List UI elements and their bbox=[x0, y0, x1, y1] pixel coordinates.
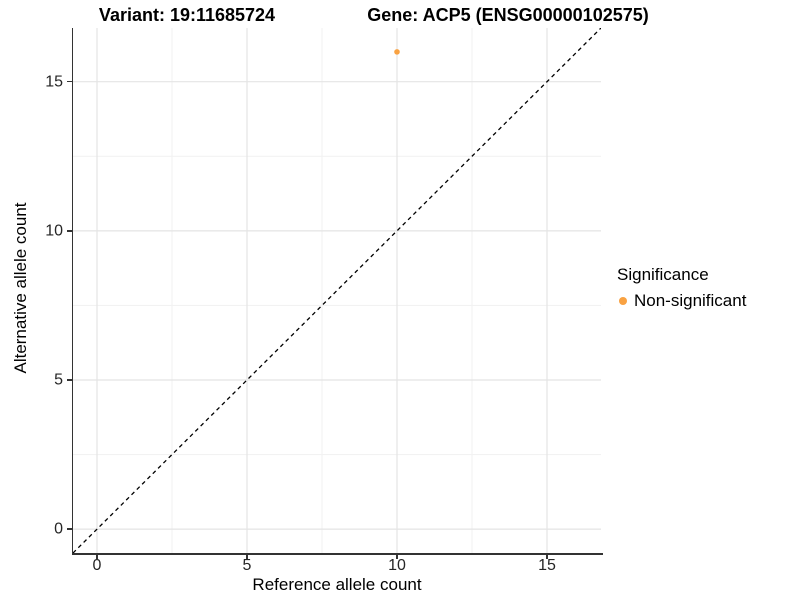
y-tick-label: 15 bbox=[45, 73, 63, 91]
data-point bbox=[394, 49, 400, 55]
y-tick-label: 10 bbox=[45, 222, 63, 240]
x-tick-label: 15 bbox=[538, 557, 556, 574]
y-tick-mark bbox=[66, 230, 73, 232]
x-axis-line bbox=[71, 553, 603, 555]
identity-reference-line bbox=[73, 28, 601, 553]
x-tick-mark bbox=[96, 553, 98, 559]
y-axis-line bbox=[71, 28, 73, 555]
y-tick-mark bbox=[66, 379, 73, 381]
x-tick-label: 0 bbox=[92, 557, 102, 574]
y-tick-mark bbox=[66, 80, 73, 83]
x-tick-mark bbox=[546, 553, 548, 559]
legend: Significance Non-significant bbox=[617, 265, 746, 311]
y-tick-label: 5 bbox=[54, 371, 63, 389]
legend-entries: Non-significant bbox=[617, 290, 746, 311]
x-tick-label: 10 bbox=[388, 557, 406, 574]
y-tick-label: 0 bbox=[54, 520, 63, 538]
x-tick-label: 5 bbox=[242, 557, 252, 574]
variant-title: Variant: 19:11685724 bbox=[98, 5, 276, 25]
x-axis-title: Reference allele count bbox=[252, 575, 422, 594]
x-tick-mark bbox=[246, 553, 248, 559]
y-tick-mark bbox=[66, 528, 73, 530]
legend-entry: Non-significant bbox=[617, 290, 746, 311]
legend-point-icon bbox=[619, 296, 627, 305]
x-tick-mark bbox=[396, 553, 398, 559]
plot-canvas bbox=[73, 28, 601, 553]
legend-entry-label: Non-significant bbox=[634, 291, 747, 310]
gene-title: Gene: ACP5 (ENSG00000102575) bbox=[367, 5, 649, 25]
legend-title: Significance bbox=[617, 265, 709, 284]
plot-panel bbox=[73, 28, 601, 553]
